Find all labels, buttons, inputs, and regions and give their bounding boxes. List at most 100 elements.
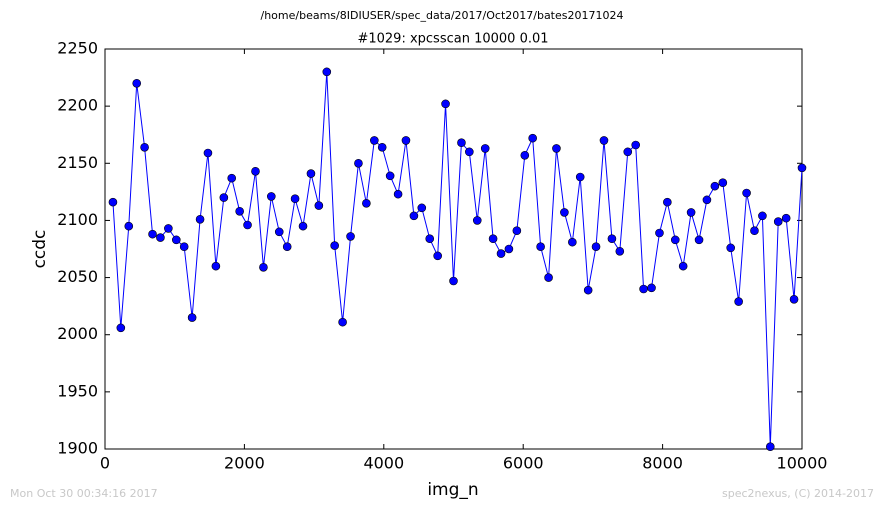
data-point <box>425 234 435 244</box>
data-point <box>370 136 379 145</box>
data-point <box>544 273 553 282</box>
data-point <box>393 189 403 199</box>
data-point <box>789 294 799 304</box>
data-point <box>433 251 442 261</box>
data-point <box>259 262 268 272</box>
data-point <box>631 140 640 150</box>
data-point <box>663 197 672 207</box>
data-point <box>449 276 458 286</box>
data-point <box>512 226 522 236</box>
data-point <box>330 241 339 250</box>
data-point <box>520 150 530 160</box>
data-point <box>560 208 569 217</box>
data-point <box>290 194 300 204</box>
x-tick-label: 8000 <box>642 454 683 473</box>
data-point <box>409 211 419 221</box>
data-point <box>639 284 648 294</box>
y-tick-label: 1950 <box>57 381 98 400</box>
data-point <box>282 242 292 252</box>
data-point <box>179 242 189 252</box>
data-point <box>678 261 688 271</box>
data-point <box>480 144 490 153</box>
data-point <box>583 285 593 295</box>
data-point <box>694 235 704 245</box>
data-point <box>488 234 498 244</box>
data-line <box>112 71 803 447</box>
data-point <box>607 234 617 244</box>
data-point <box>354 158 363 168</box>
x-axis-label: img_n <box>427 480 478 500</box>
chart-suptitle: /home/beams/8IDIUSER/spec_data/2017/Oct2… <box>261 9 624 22</box>
data-point <box>148 229 157 239</box>
data-point <box>726 243 735 253</box>
data-point <box>116 323 126 333</box>
data-point <box>132 78 142 88</box>
data-point <box>243 220 252 230</box>
y-tick-label: 2250 <box>57 39 98 58</box>
data-point <box>227 173 237 183</box>
data-point <box>504 244 514 254</box>
data-point <box>734 297 743 306</box>
data-point <box>338 317 347 327</box>
data-point <box>362 198 371 208</box>
data-point <box>164 224 173 233</box>
y-axis-label: ccdc <box>30 230 50 269</box>
data-point <box>267 192 276 201</box>
data-point <box>203 148 213 158</box>
data-point <box>797 163 807 173</box>
data-point <box>298 221 308 231</box>
data-point <box>465 147 474 157</box>
y-tick-label: 2000 <box>57 324 98 343</box>
data-point <box>124 221 134 231</box>
data-point <box>235 206 244 216</box>
data-point <box>655 228 664 238</box>
footer-credit: spec2nexus, (C) 2014-2017 <box>722 487 874 500</box>
data-point <box>322 67 332 77</box>
data-point <box>274 227 284 237</box>
data-point <box>575 172 585 182</box>
data-point <box>314 201 324 210</box>
data-point <box>195 214 205 224</box>
data-point <box>251 166 260 176</box>
data-point <box>401 136 411 145</box>
data-point <box>140 142 149 152</box>
data-point <box>591 242 601 252</box>
data-point <box>568 237 577 247</box>
y-tick-label: 2050 <box>57 267 98 286</box>
data-point <box>552 144 561 153</box>
data-point <box>758 211 767 221</box>
data-point <box>773 217 783 226</box>
data-point <box>528 133 537 143</box>
data-point <box>710 181 720 191</box>
y-tick-label: 2100 <box>57 210 98 229</box>
y-tick-label: 2150 <box>57 153 98 172</box>
data-point <box>441 99 450 109</box>
chart-title: #1029: xpcsscan 10000 0.01 <box>357 32 548 47</box>
data-point <box>346 232 355 241</box>
data-point <box>742 188 751 198</box>
footer-timestamp: Mon Oct 30 00:34:16 2017 <box>10 487 158 500</box>
data-point <box>306 169 316 178</box>
data-point <box>496 249 506 258</box>
data-point <box>647 283 656 293</box>
data-point <box>670 235 680 245</box>
data-point <box>417 203 427 213</box>
data-point <box>615 246 625 256</box>
x-tick-label: 10000 <box>777 454 828 473</box>
data-point <box>156 233 165 242</box>
x-tick-label: 2000 <box>224 454 265 473</box>
x-tick-label: 4000 <box>363 454 404 473</box>
x-tick-label: 0 <box>100 454 110 473</box>
y-tick-label: 1900 <box>57 439 98 458</box>
x-tick-label: 6000 <box>503 454 544 473</box>
data-point <box>781 213 791 223</box>
data-point <box>377 142 387 152</box>
data-point <box>718 178 728 188</box>
data-point <box>211 261 221 271</box>
data-point <box>219 193 229 202</box>
data-point <box>750 226 759 236</box>
data-point <box>765 442 775 452</box>
data-point <box>536 242 545 252</box>
data-point <box>385 171 395 181</box>
